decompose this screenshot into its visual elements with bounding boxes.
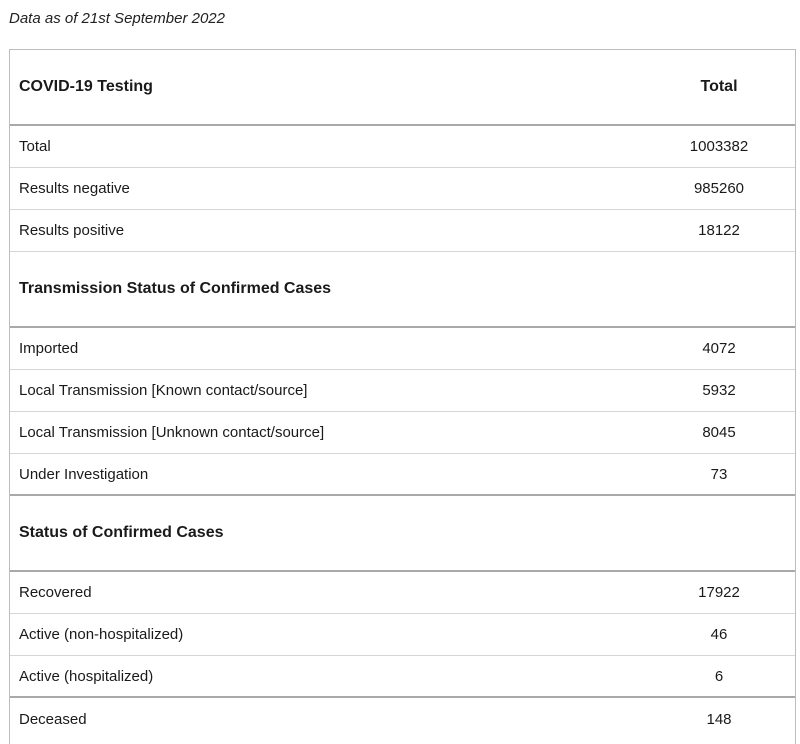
- row-value: 985260: [693, 180, 745, 197]
- row-label: Recovered: [19, 584, 92, 601]
- row-label: Active (hospitalized): [19, 667, 154, 685]
- row-value: 148: [706, 710, 732, 728]
- table-row: Local Transmission [Unknown contact/sour…: [10, 412, 795, 454]
- row-label: Under Investigation: [19, 465, 149, 483]
- row-label: Total: [19, 138, 51, 155]
- table-row: Deceased 148: [10, 698, 795, 740]
- row-value: 46: [710, 626, 728, 643]
- row-value: 1003382: [689, 138, 749, 155]
- table-row: Imported 4072: [10, 328, 795, 370]
- section-title: Transmission Status of Confirmed Cases: [19, 280, 332, 297]
- table-row: Active (non-hospitalized) 46: [10, 614, 795, 656]
- table-row: Total 1003382: [10, 126, 795, 168]
- row-label: Results positive: [19, 222, 125, 239]
- row-value: 4072: [702, 340, 736, 357]
- row-value: 73: [710, 465, 728, 483]
- section-header-status: Status of Confirmed Cases: [10, 496, 795, 572]
- covid-testing-table: COVID-19 Testing Total Total 1003382 Res…: [9, 49, 796, 744]
- header-value: Total: [700, 78, 738, 95]
- row-label: Imported: [19, 340, 79, 357]
- row-label: Local Transmission [Known contact/source…: [19, 382, 308, 399]
- row-value: 17922: [698, 584, 740, 601]
- table-header-row: COVID-19 Testing Total: [10, 50, 795, 126]
- table-row: Recovered 17922: [10, 572, 795, 614]
- row-label: Active (non-hospitalized): [19, 626, 184, 643]
- table-row: Results positive 18122: [10, 210, 795, 252]
- row-value: 5932: [702, 382, 736, 399]
- table-row: Local Transmission [Known contact/source…: [10, 370, 795, 412]
- data-date-note: Data as of 21st September 2022: [9, 10, 225, 27]
- row-value: 18122: [698, 222, 740, 239]
- table-row: Results negative 985260: [10, 168, 795, 210]
- row-label: Results negative: [19, 180, 130, 197]
- table-row: Under Investigation 73: [10, 454, 795, 496]
- row-value: 8045: [702, 424, 736, 441]
- row-label: Local Transmission [Unknown contact/sour…: [19, 424, 325, 441]
- table-row: Active (hospitalized) 6: [10, 656, 795, 698]
- row-label: Deceased: [19, 710, 87, 728]
- row-value: 6: [714, 667, 724, 685]
- header-label: COVID-19 Testing: [19, 78, 153, 95]
- section-header-transmission: Transmission Status of Confirmed Cases: [10, 252, 795, 328]
- section-title: Status of Confirmed Cases: [19, 524, 224, 541]
